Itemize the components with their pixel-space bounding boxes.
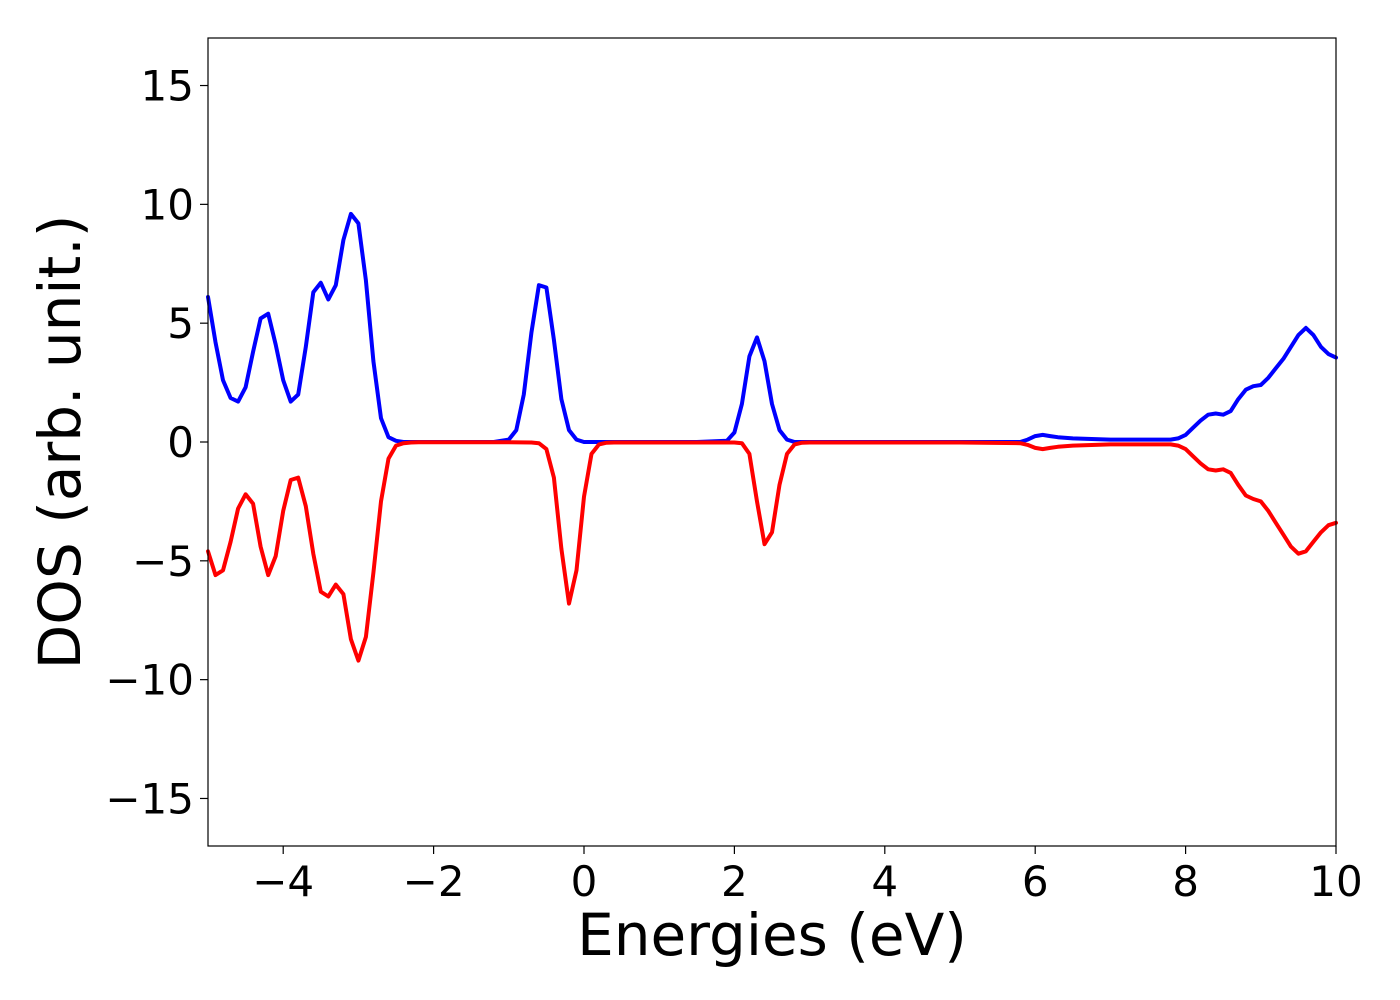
series-layer	[206, 211, 1338, 663]
x-tick-label: 2	[721, 857, 748, 906]
x-tick-label: 4	[871, 857, 898, 906]
y-axis: −15 −10 −5 0 5 10 15	[105, 62, 208, 823]
x-axis-title: Energies (eV)	[577, 901, 967, 969]
x-tick-label: 10	[1309, 857, 1362, 906]
x-tick-label: 0	[571, 857, 598, 906]
y-tick-label: 5	[167, 299, 194, 348]
y-tick-label: −5	[132, 537, 194, 586]
y-tick-label: −15	[105, 774, 194, 823]
y-tick-label: 0	[167, 418, 194, 467]
x-axis: −4 −2 0 2 4 6 8 10	[252, 846, 1363, 906]
y-tick-label: 10	[141, 180, 194, 229]
y-axis-title: DOS (arb. unit.)	[26, 215, 94, 670]
y-tick-label: −10	[105, 656, 194, 705]
x-tick-label: −4	[252, 857, 314, 906]
x-tick-label: 6	[1022, 857, 1049, 906]
x-tick-label: −2	[403, 857, 465, 906]
x-tick-label: 8	[1172, 857, 1199, 906]
series-line-spin-down	[206, 440, 1338, 663]
y-tick-label: 15	[141, 62, 194, 111]
